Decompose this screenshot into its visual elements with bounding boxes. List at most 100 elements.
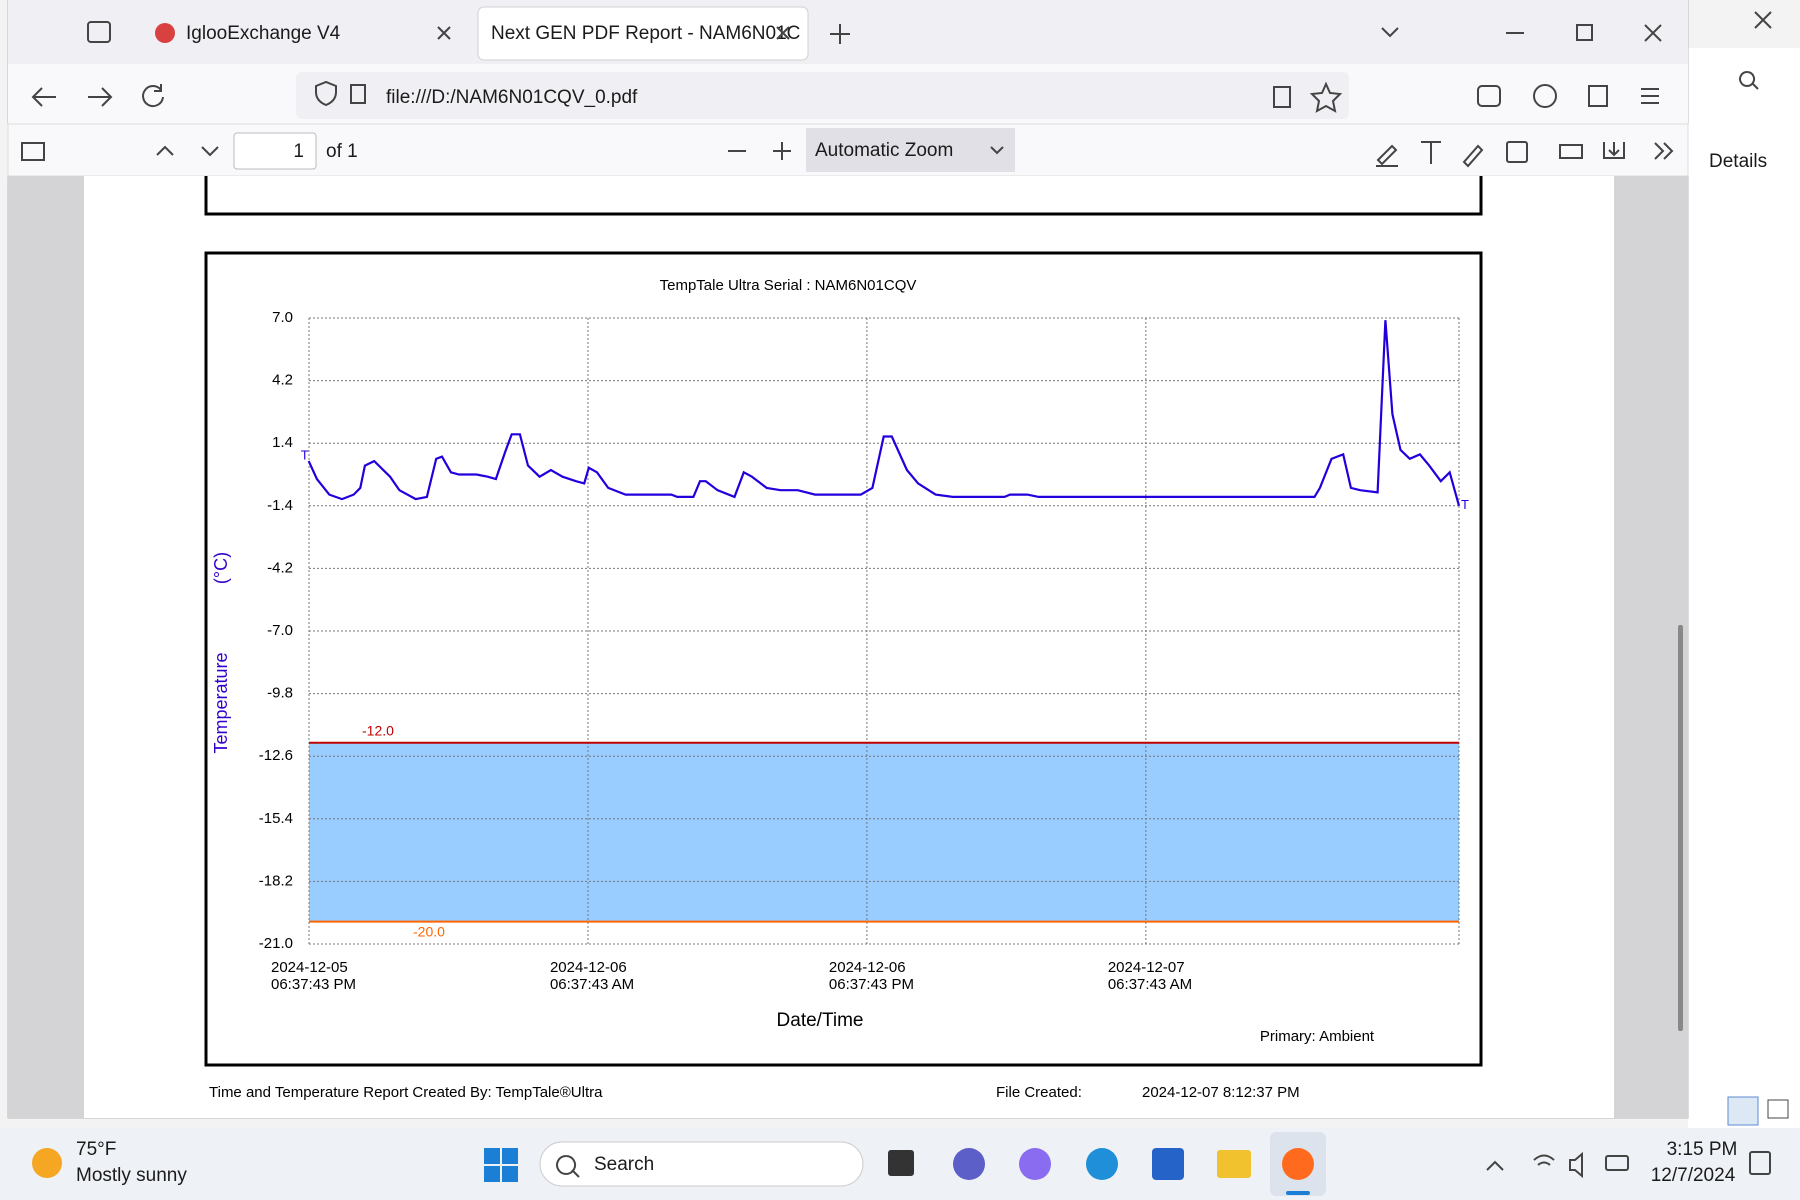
- active-indicator: [1286, 1191, 1310, 1195]
- menu[interactable]: [1641, 88, 1659, 104]
- y-tick-label: 7.0: [272, 309, 293, 326]
- extensions[interactable]: [1588, 85, 1608, 107]
- weather-icon[interactable]: [32, 1148, 62, 1178]
- next-page[interactable]: [201, 146, 219, 157]
- active-tab[interactable]: [477, 6, 809, 61]
- y-tick-label: -4.2: [267, 559, 293, 576]
- end-marker: T: [1461, 497, 1469, 512]
- background-close[interactable]: [1754, 11, 1772, 29]
- highlight[interactable]: [1376, 144, 1398, 167]
- clock-date[interactable]: 12/7/2024: [1651, 1165, 1736, 1186]
- x-tick-label: 06:37:43 AM: [1108, 976, 1192, 993]
- x-tick-label: 2024-12-07: [1108, 959, 1185, 976]
- url[interactable]: file:///D:/NAM6N01CQV_0.pdf: [386, 87, 638, 108]
- y-axis-unit: (°C): [211, 552, 231, 584]
- y-tick-label: -7.0: [267, 622, 293, 639]
- tab-close[interactable]: [437, 26, 451, 40]
- site-info[interactable]: [315, 80, 337, 107]
- background-search[interactable]: [1739, 71, 1759, 90]
- app-firefox[interactable]: [1282, 1148, 1314, 1180]
- volume[interactable]: [1569, 1151, 1583, 1179]
- tab-title[interactable]: Next GEN PDF Report - NAM6N01C: [491, 23, 800, 44]
- forward[interactable]: [88, 87, 113, 107]
- y-tick-label: -1.4: [267, 497, 293, 514]
- page-number[interactable]: 1: [293, 141, 304, 162]
- app-explorer[interactable]: [1217, 1150, 1251, 1178]
- pdf-page: [84, 176, 1614, 1118]
- taskbar-search[interactable]: [539, 1141, 864, 1187]
- zoom-arrow: [990, 146, 1004, 155]
- zoom-select[interactable]: [806, 128, 1015, 172]
- save[interactable]: [1603, 142, 1625, 159]
- draw[interactable]: [1462, 144, 1484, 168]
- chart-box: [204, 251, 1483, 1067]
- account[interactable]: [1533, 84, 1557, 108]
- app-copilot[interactable]: [1019, 1148, 1051, 1180]
- reader-view[interactable]: [1273, 86, 1291, 108]
- footer-file-created: 2024-12-07 8:12:37 PM: [1142, 1084, 1300, 1101]
- zoom-in[interactable]: [773, 142, 791, 160]
- text-tool[interactable]: [1421, 141, 1441, 164]
- footer-file-created-label: File Created:: [996, 1084, 1082, 1101]
- y-tick-label: -18.2: [259, 872, 293, 889]
- x-axis-label: Date/Time: [777, 1010, 864, 1031]
- tab-title[interactable]: IglooExchange V4: [186, 23, 341, 44]
- scrollbar[interactable]: [1678, 625, 1683, 1031]
- y-tick-label: -12.6: [259, 747, 293, 764]
- tab-list-button[interactable]: [87, 21, 111, 43]
- reload[interactable]: [142, 84, 164, 108]
- tray-overflow[interactable]: [1486, 1160, 1504, 1171]
- temperature-line: [307, 320, 1461, 507]
- footer-created-by: Time and Temperature Report Created By: …: [209, 1084, 603, 1101]
- bookmark[interactable]: [1309, 81, 1343, 113]
- pocket[interactable]: [1477, 85, 1501, 107]
- y-tick-label: 4.2: [272, 372, 293, 389]
- start-button[interactable]: [484, 1148, 518, 1182]
- app-store[interactable]: [1152, 1148, 1184, 1180]
- view-toggle[interactable]: [1727, 1096, 1759, 1126]
- y-tick-label: -15.4: [259, 810, 293, 827]
- close-window[interactable]: [1644, 24, 1662, 42]
- wifi[interactable]: [1533, 1154, 1555, 1166]
- view-toggle-alt[interactable]: [1767, 1099, 1789, 1119]
- weather-temperature[interactable]: 75°F: [76, 1139, 116, 1160]
- print[interactable]: [1559, 144, 1583, 159]
- sidebar-toggle[interactable]: [21, 142, 45, 161]
- add-image[interactable]: [1506, 141, 1528, 163]
- tab-close[interactable]: [776, 26, 790, 40]
- app-teams[interactable]: [953, 1148, 985, 1180]
- page-input[interactable]: [233, 132, 317, 170]
- back[interactable]: [31, 87, 56, 107]
- y-axis-label: Temperature: [211, 652, 231, 753]
- url-bar[interactable]: [296, 72, 1349, 119]
- weather-condition[interactable]: Mostly sunny: [76, 1165, 187, 1186]
- new-tab[interactable]: [830, 24, 850, 44]
- tab-favicon: [155, 23, 175, 43]
- app-taskview[interactable]: [888, 1150, 914, 1176]
- zoom-value[interactable]: Automatic Zoom: [815, 140, 953, 161]
- tab-strip: [8, 0, 1688, 64]
- prev-page[interactable]: [156, 145, 174, 156]
- x-tick-label: 2024-12-06: [550, 959, 627, 976]
- tab-overflow[interactable]: [1381, 27, 1399, 38]
- search-placeholder[interactable]: Search: [594, 1154, 654, 1175]
- clock-time[interactable]: 3:15 PM: [1667, 1139, 1738, 1160]
- x-tick-label: 2024-12-06: [829, 959, 906, 976]
- notifications[interactable]: [1749, 1151, 1771, 1175]
- x-tick-label: 06:37:43 PM: [829, 976, 914, 993]
- y-tick-label: -21.0: [259, 935, 293, 952]
- app-edge[interactable]: [1086, 1148, 1118, 1180]
- x-tick-label: 06:37:43 AM: [550, 976, 634, 993]
- battery[interactable]: [1605, 1155, 1629, 1171]
- previous-section-box: [204, 176, 1483, 216]
- y-tick-label: 1.4: [272, 434, 293, 451]
- maximize[interactable]: [1576, 24, 1593, 41]
- start-marker: T: [301, 448, 309, 463]
- more-tools[interactable]: [1654, 142, 1674, 160]
- threshold-label: -12.0: [362, 722, 394, 738]
- y-tick-label: -9.8: [267, 685, 293, 702]
- details-label[interactable]: Details: [1709, 151, 1767, 172]
- x-tick-label: 06:37:43 PM: [271, 976, 356, 993]
